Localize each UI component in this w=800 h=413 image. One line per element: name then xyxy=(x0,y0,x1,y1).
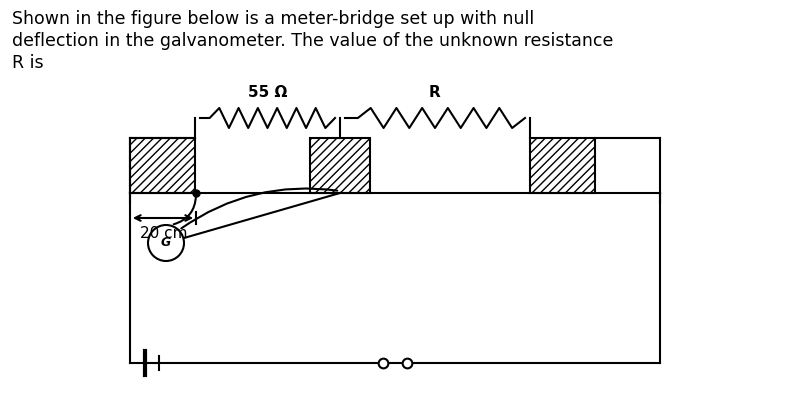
Bar xyxy=(310,138,370,193)
Text: G: G xyxy=(161,237,171,249)
Text: R is: R is xyxy=(12,54,44,72)
Circle shape xyxy=(148,225,184,261)
Bar xyxy=(130,138,195,193)
Text: deflection in the galvanometer. The value of the unknown resistance: deflection in the galvanometer. The valu… xyxy=(12,32,614,50)
Bar xyxy=(530,138,595,193)
Text: 55 Ω: 55 Ω xyxy=(248,85,287,100)
Text: R: R xyxy=(429,85,441,100)
Text: 20 cm: 20 cm xyxy=(140,226,187,241)
Text: Shown in the figure below is a meter-bridge set up with null: Shown in the figure below is a meter-bri… xyxy=(12,10,534,28)
